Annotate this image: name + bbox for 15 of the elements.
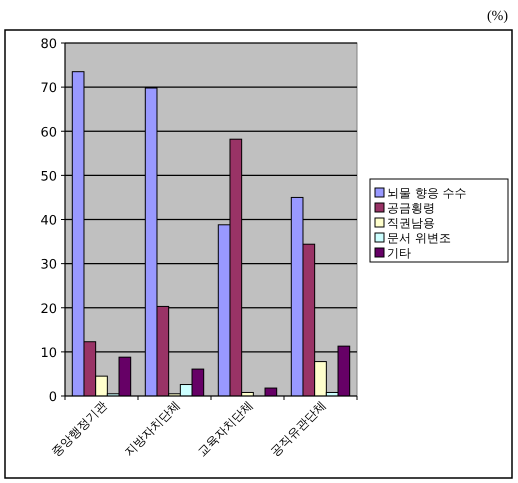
y-tick-label: 50 [40, 169, 57, 184]
legend-label: 공금횡령 [387, 201, 435, 215]
y-tick-label: 10 [40, 346, 57, 361]
y-tick-label: 0 [48, 390, 57, 405]
y-tick-label: 40 [40, 214, 57, 228]
text: (%) [487, 9, 508, 24]
legend-label: 문서 위변조 [387, 231, 451, 245]
legend-label: 기타 [387, 246, 411, 260]
y-tick-label: 60 [40, 125, 57, 140]
y-tick-label: 30 [40, 258, 57, 273]
y-tick-label: 70 [40, 81, 57, 96]
y-tick-label: 20 [40, 302, 57, 317]
legend-label: 뇌물 향응 수수 [387, 186, 467, 200]
y-tick-label: 80 [40, 37, 57, 52]
legend-label: 직권남용 [387, 216, 435, 230]
